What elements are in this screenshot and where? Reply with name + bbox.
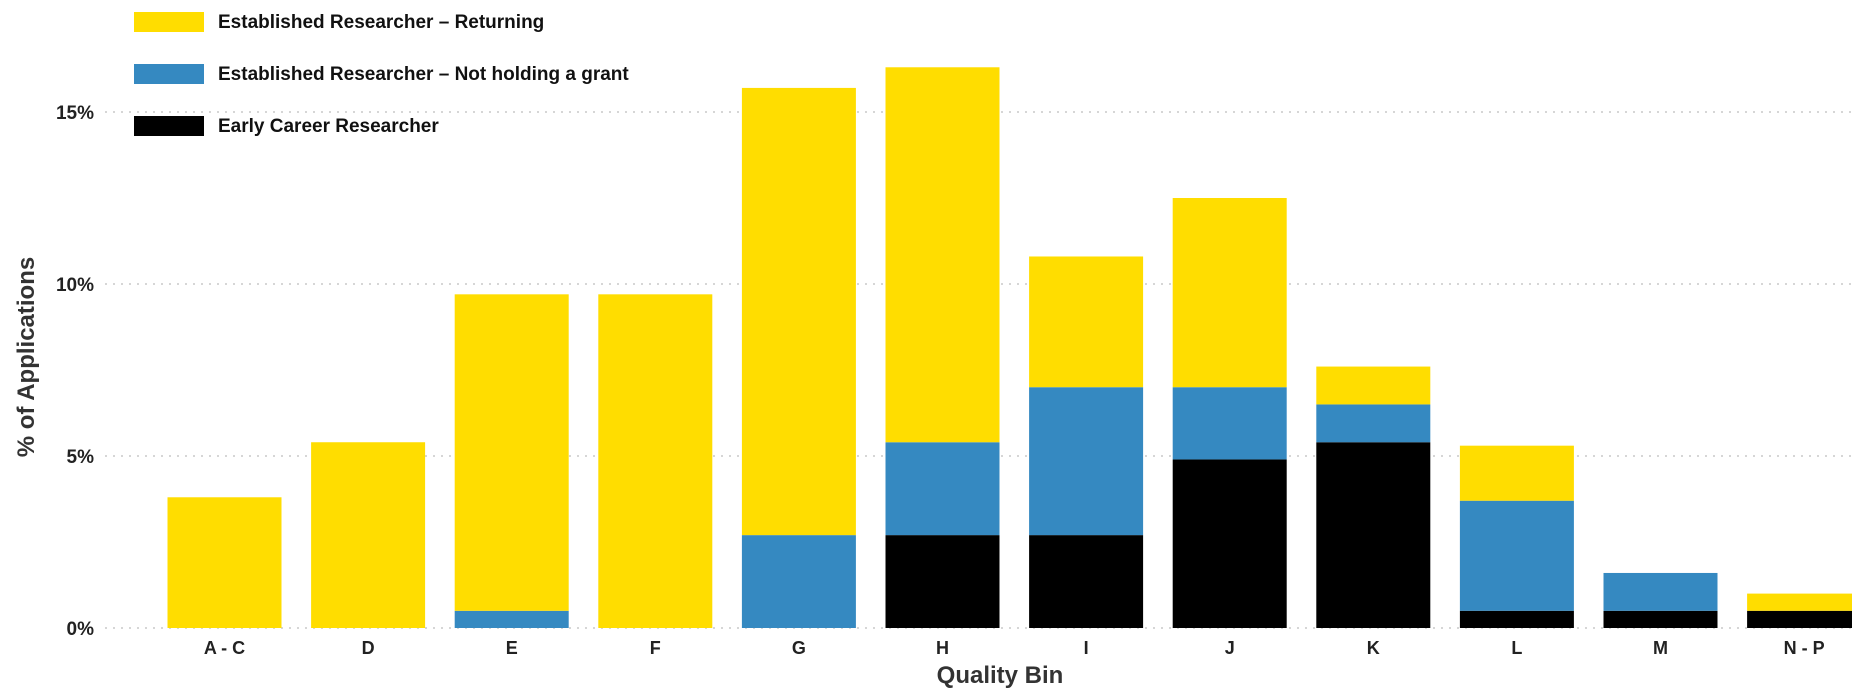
bar-segment [1459, 445, 1574, 501]
x-tick-label: M [1653, 638, 1668, 658]
bar-segment [1029, 535, 1144, 628]
legend-swatch [134, 116, 204, 136]
y-tick-label: 10% [56, 275, 94, 296]
x-tick-label: L [1511, 638, 1522, 658]
bar-segment [885, 67, 1000, 443]
bar-segment [1603, 610, 1718, 628]
bar-segment [454, 294, 569, 611]
y-axis-label: % of Applications [13, 257, 40, 457]
bar-segment [598, 294, 713, 628]
bar-segment [1747, 593, 1852, 611]
bar-segment [1459, 500, 1574, 611]
legend-label: Established Researcher – Not holding a g… [218, 64, 629, 85]
x-tick-label: J [1225, 638, 1235, 658]
x-tick-label: I [1084, 638, 1089, 658]
y-tick-label: 5% [67, 447, 95, 468]
bar-segment [741, 87, 856, 536]
legend-swatch [134, 12, 204, 32]
bar-segment [885, 535, 1000, 628]
x-tick-label: K [1367, 638, 1380, 658]
y-tick-label: 15% [56, 103, 94, 124]
bar-segment [1029, 387, 1144, 536]
x-tick-label: N - P [1784, 638, 1825, 658]
bar-segment [1316, 404, 1431, 443]
bar-segment [1603, 572, 1718, 611]
bar-segment [1459, 610, 1574, 628]
bar-segment [885, 442, 1000, 536]
bar-segment [1172, 387, 1287, 460]
bar-segment [1316, 442, 1431, 628]
x-tick-label: A - C [204, 638, 245, 658]
legend-swatch [134, 64, 204, 84]
bar-segment [311, 442, 426, 628]
bar-segment [1029, 256, 1144, 388]
legend-label: Established Researcher – Returning [218, 12, 545, 33]
bar-segment [454, 610, 569, 628]
x-tick-label: G [792, 638, 806, 658]
bars [167, 67, 1852, 628]
y-tick-labels: 0% 5% 10% 15% [56, 103, 94, 640]
bar-segment [741, 535, 856, 628]
bar-segment [1172, 198, 1287, 388]
bar-segment [1316, 366, 1431, 405]
x-tick-label: F [650, 638, 661, 658]
bar-segment [167, 497, 282, 628]
x-tick-label: D [362, 638, 375, 658]
x-tick-label: H [936, 638, 949, 658]
x-axis-label: Quality Bin [937, 662, 1064, 689]
y-tick-label: 0% [67, 619, 95, 640]
bar-segment [1747, 610, 1852, 628]
x-tick-label: E [506, 638, 518, 658]
bar-segment [1172, 459, 1287, 628]
legend-label: Early Career Researcher [218, 116, 439, 137]
